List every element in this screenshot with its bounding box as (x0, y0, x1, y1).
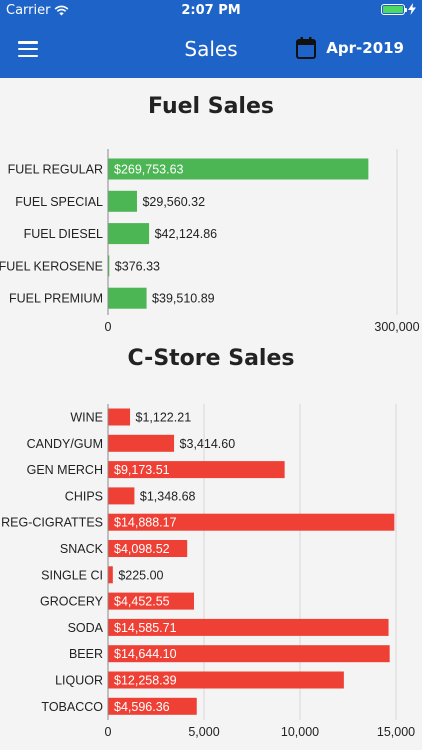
bar (108, 671, 344, 689)
date-picker-button[interactable]: Apr-2019 (296, 37, 404, 59)
value-label: $3,414.60 (180, 437, 236, 451)
value-label: $269,753.63 (114, 163, 184, 177)
bar (108, 223, 150, 245)
status-left: Carrier (6, 3, 69, 18)
value-label: $1,122.21 (136, 411, 192, 425)
value-label: $9,173.51 (114, 463, 170, 477)
cstore-sales-chart: WINE $1,122.21 CANDY/GUM $3,414.60 GEN MERCH… (1, 404, 415, 739)
value-label: $14,644.10 (114, 647, 177, 661)
category-label: REG-CIGRATTES (1, 516, 103, 530)
bar (108, 566, 113, 584)
bar (108, 618, 389, 636)
value-label: $29,560.32 (142, 195, 205, 209)
bar (108, 592, 194, 610)
value-label: $12,258.39 (114, 674, 177, 688)
app-bar: Carrier 2:07 PM Sales Apr-2019 (0, 0, 422, 78)
value-label: $14,585.71 (114, 621, 177, 635)
bar (108, 697, 197, 715)
category-label: GROCERY (40, 595, 104, 609)
value-label: $14,888.17 (114, 516, 177, 530)
bar (108, 287, 147, 309)
value-label: $4,098.52 (114, 542, 170, 556)
value-label: $1,348.68 (140, 489, 196, 503)
charging-bolt-icon (408, 3, 416, 15)
category-label: SNACK (60, 542, 104, 556)
value-label: $39,510.89 (152, 292, 215, 306)
category-label: GEN MERCH (27, 463, 103, 477)
category-label: SINGLE CI (41, 568, 103, 582)
category-label: BEER (69, 647, 103, 661)
bar (108, 255, 110, 277)
tick-label: 5,000 (188, 725, 219, 739)
value-label: $4,596.36 (114, 700, 170, 714)
tick-label: 300,000 (374, 320, 419, 334)
category-label: FUEL DIESEL (24, 227, 103, 241)
bar (108, 158, 369, 180)
category-label: SODA (68, 621, 104, 635)
carrier-label: Carrier (6, 3, 51, 18)
value-label: $225.00 (118, 568, 163, 582)
selected-month-label: Apr-2019 (326, 39, 404, 57)
tick-label: 0 (105, 725, 112, 739)
value-label: $4,452.55 (114, 595, 170, 609)
value-label: $376.33 (115, 259, 160, 273)
hamburger-menu-icon[interactable] (18, 41, 38, 57)
category-label: FUEL PREMIUM (9, 292, 103, 306)
tick-label: 10,000 (281, 725, 319, 739)
battery-icon (381, 3, 407, 15)
tick-label: 0 (105, 320, 112, 334)
category-label: LIQUOR (55, 674, 103, 688)
category-label: CHIPS (65, 489, 103, 503)
bar (108, 461, 285, 479)
cstore-sales-title: C-Store Sales (127, 346, 295, 371)
bar (108, 434, 175, 452)
fuel-sales-title: Fuel Sales (148, 94, 274, 119)
bar (108, 190, 137, 212)
category-label: FUEL SPECIAL (15, 195, 103, 209)
fuel-sales-chart: FUEL REGULAR $269,753.63 FUEL SPECIAL $29,5… (0, 149, 420, 334)
bar (108, 408, 131, 426)
status-right (381, 3, 416, 15)
bar (108, 513, 395, 531)
page-title: Sales (184, 37, 238, 61)
status-time: 2:07 PM (181, 3, 241, 18)
bar (108, 645, 390, 663)
category-label: TOBACCO (41, 700, 103, 714)
calendar-icon (296, 37, 317, 59)
category-label: FUEL REGULAR (8, 163, 103, 177)
bar (108, 540, 188, 557)
category-label: CANDY/GUM (27, 437, 103, 451)
category-label: FUEL KEROSENE (0, 259, 103, 273)
category-label: WINE (70, 411, 103, 425)
bar (108, 487, 135, 505)
tick-label: 15,000 (377, 725, 415, 739)
wifi-icon (55, 5, 69, 16)
value-label: $42,124.86 (155, 227, 218, 241)
